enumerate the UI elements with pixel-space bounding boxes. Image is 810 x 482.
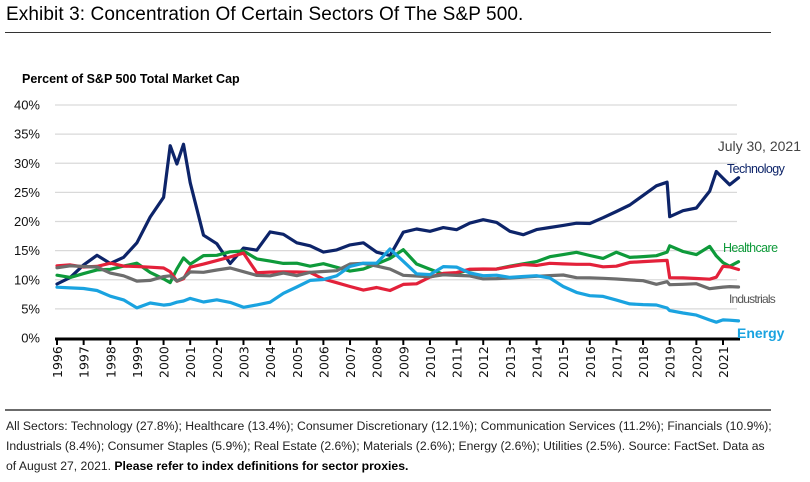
x-tick-label: 2001 [183, 346, 198, 378]
x-tick-label: 2000 [157, 346, 172, 378]
x-tick-label: 2007 [343, 346, 358, 378]
x-tick-label: 2016 [583, 346, 598, 378]
x-tick-label: 2004 [263, 346, 278, 378]
x-tick-label: 2008 [370, 346, 385, 378]
x-tick-label: 2021 [716, 346, 731, 378]
x-tick-label: 1996 [50, 346, 65, 378]
x-tick-label: 2012 [476, 346, 491, 378]
series-label-industrials: Industrials [729, 292, 776, 306]
x-tick-label: 1997 [77, 346, 92, 378]
footnote-bold-note: Please refer to index definitions for se… [114, 459, 409, 473]
y-tick-label: 20% [14, 214, 40, 229]
x-tick-label: 2013 [503, 346, 518, 378]
x-tick-label: 2009 [396, 346, 411, 378]
x-tick-label: 2010 [423, 346, 438, 378]
series-labels: July 30, 2021 Technology Healthcare Industr… [718, 138, 801, 341]
y-tick-label: 0% [21, 331, 40, 346]
y-tick-label: 15% [14, 243, 40, 258]
x-tick-label: 2015 [556, 346, 571, 378]
exhibit-title: Exhibit 3: Concentration Of Certain Sect… [6, 4, 524, 25]
x-tick-label: 2006 [316, 346, 331, 378]
y-axis-tick-labels: 0% 5% 10% 15% 20% 25% 30% 35% 40% [14, 98, 40, 346]
y-tick-label: 25% [14, 185, 40, 200]
x-tick-label: 1999 [130, 346, 145, 378]
x-tick-label: 2011 [450, 346, 465, 378]
x-tick-label: 2018 [636, 346, 651, 378]
series-label-energy: Energy [737, 325, 785, 341]
series-line-energy [55, 247, 741, 324]
x-tick-label: 2020 [689, 346, 704, 378]
footnote-divider [5, 409, 771, 411]
x-tick-label: 2002 [210, 346, 225, 378]
x-tick-label: 2014 [530, 346, 545, 378]
chart-subtitle: Percent of S&P 500 Total Market Cap [22, 72, 240, 86]
y-tick-label: 35% [14, 127, 40, 142]
series-line-consumer-discretionary [55, 251, 741, 293]
y-tick-label: 30% [14, 156, 40, 171]
series-label-technology: Technology [727, 162, 786, 176]
x-tick-label: 2019 [663, 346, 678, 378]
footnote-text: All Sectors: Technology (27.8%); Healthc… [6, 419, 772, 473]
x-tick-label: 1998 [103, 346, 118, 378]
series-line-industrials [55, 261, 741, 291]
y-tick-label: 40% [14, 98, 40, 113]
x-axis: 1996 1997 1998 1999 2000 2001 2002 2003 2004 2005… [50, 337, 740, 378]
title-divider [5, 32, 771, 33]
date-annotation: July 30, 2021 [718, 138, 801, 154]
line-chart: 0%5%10%15%20%25%30%35%40% 1996 1997 1998 19… [14, 98, 801, 379]
series-lines [55, 142, 741, 324]
x-tick-label: 2005 [290, 346, 305, 378]
series-line-technology [55, 142, 741, 286]
y-tick-label: 5% [21, 301, 40, 316]
series-label-healthcare: Healthcare [723, 241, 778, 255]
x-tick-label: 2003 [236, 346, 251, 378]
footnote: All Sectors: Technology (27.8%); Healthc… [6, 416, 776, 476]
x-tick-label: 2017 [609, 346, 624, 378]
y-tick-label: 10% [14, 272, 40, 287]
